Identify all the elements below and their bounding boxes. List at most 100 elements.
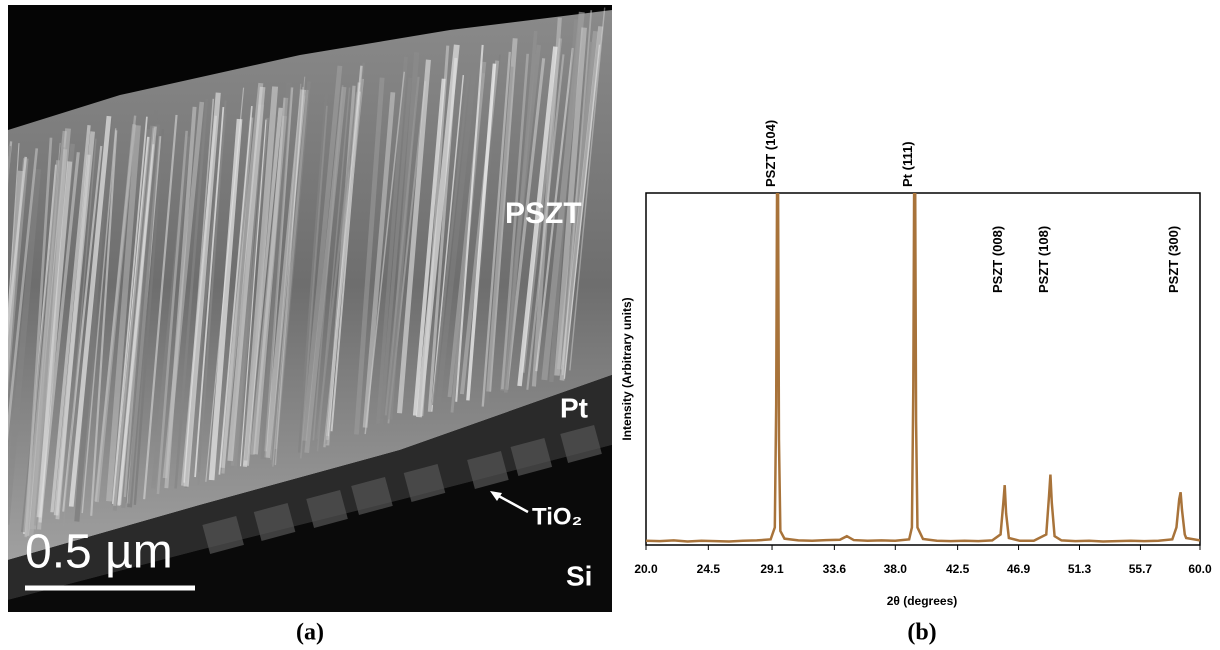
grain-streak <box>420 45 450 417</box>
grain-streak <box>384 76 420 416</box>
peak-label: PSZT (008) <box>990 226 1005 293</box>
grain <box>202 515 244 554</box>
grain-streak <box>8 148 39 442</box>
scale-label: 0.5 µm <box>25 526 173 579</box>
grain-streak <box>227 86 266 462</box>
grain-streak <box>8 168 42 525</box>
grain <box>403 463 446 502</box>
grain-streak <box>164 106 197 489</box>
peak-label: Pt (111) <box>900 141 915 187</box>
grain-streak <box>8 156 28 340</box>
grain-streak <box>521 38 563 373</box>
grain-streak <box>526 54 565 390</box>
grain-streak <box>554 27 587 376</box>
x-tick-label: 20.0 <box>634 562 658 576</box>
grain-streak <box>36 161 73 518</box>
grain-streak <box>549 19 579 383</box>
grain-streak <box>197 100 227 485</box>
grain-streak <box>396 59 431 414</box>
grain-streak <box>8 156 10 183</box>
grain-streak <box>194 106 225 478</box>
x-tick-label: 46.9 <box>1007 562 1031 576</box>
grain-streak <box>50 125 91 513</box>
grain-streak <box>431 68 471 406</box>
grain-streak <box>8 170 24 384</box>
grain-streak <box>8 173 22 340</box>
grain-streak <box>183 98 215 483</box>
grain-streak <box>362 92 396 428</box>
grain-streak <box>208 118 243 481</box>
grain-streak <box>416 44 460 418</box>
pt-layer <box>8 375 612 600</box>
micrograph <box>8 5 612 612</box>
grain-streak <box>274 81 311 453</box>
grain-streak <box>354 77 385 435</box>
layer-label: PSZT <box>505 197 582 230</box>
grain-streak <box>68 115 112 507</box>
grain-streak <box>301 65 343 441</box>
grain-streak <box>127 135 160 508</box>
plot-frame <box>645 192 1201 546</box>
grain-streak <box>218 106 253 475</box>
grain-streak <box>95 124 137 503</box>
grain-streak <box>253 97 289 455</box>
layer-label: Si <box>566 560 592 591</box>
grain-streak <box>62 138 97 527</box>
grain-streak <box>90 130 118 516</box>
grain-streak <box>541 11 585 381</box>
grain-streak <box>569 7 606 371</box>
grain-streak <box>221 117 254 474</box>
grain-streak <box>326 85 356 446</box>
y-axis-label: Intensity (Arbitrary units) <box>620 297 634 440</box>
grain-streak <box>486 38 518 392</box>
grain-streak <box>325 82 361 441</box>
grain-streak <box>94 115 137 502</box>
x-tick-label: 24.5 <box>697 562 721 576</box>
grain-streak <box>62 145 103 512</box>
grain-streak <box>174 98 209 489</box>
grain-streak <box>183 92 221 487</box>
grain-streak <box>243 86 279 466</box>
x-tick-label: 29.1 <box>760 562 784 576</box>
grain-streak <box>563 44 601 379</box>
grain-streak <box>324 62 365 445</box>
grain <box>253 502 296 541</box>
caption: (b) <box>907 620 936 646</box>
peak-label: PSZT (108) <box>1036 226 1051 293</box>
grain-streak <box>111 116 148 504</box>
grain-streak <box>431 74 465 412</box>
grain-streak <box>297 92 328 453</box>
grain-streak <box>81 128 117 514</box>
x-tick-label: 60.0 <box>1188 562 1212 576</box>
grain-streak <box>143 114 178 500</box>
grain-streak <box>260 82 292 460</box>
arrow <box>494 492 529 514</box>
grain-streak <box>156 130 188 495</box>
grain-streak <box>316 92 358 439</box>
x-tick-label: 51.3 <box>1068 562 1092 576</box>
grain-streak <box>106 125 141 502</box>
grain-streak <box>112 125 155 511</box>
grain <box>351 476 393 515</box>
grain-streak <box>517 46 558 387</box>
grain-streak <box>272 76 306 467</box>
grain-streak <box>330 91 361 432</box>
grain <box>560 424 602 463</box>
grain-streak <box>24 137 53 538</box>
grain-streak <box>133 128 165 505</box>
grain-streak <box>376 56 408 424</box>
grain-streak <box>387 51 420 420</box>
grain-streak <box>219 82 264 468</box>
grain-streak <box>483 66 514 404</box>
grain-streak <box>299 105 328 459</box>
caption: (a) <box>296 620 324 646</box>
si-layer <box>8 445 612 612</box>
grain <box>510 437 553 476</box>
grain-streak <box>535 47 574 372</box>
grain-streak <box>501 53 529 390</box>
grain-streak <box>466 63 497 401</box>
grain-streak <box>304 86 347 453</box>
grain-streak <box>455 44 484 402</box>
